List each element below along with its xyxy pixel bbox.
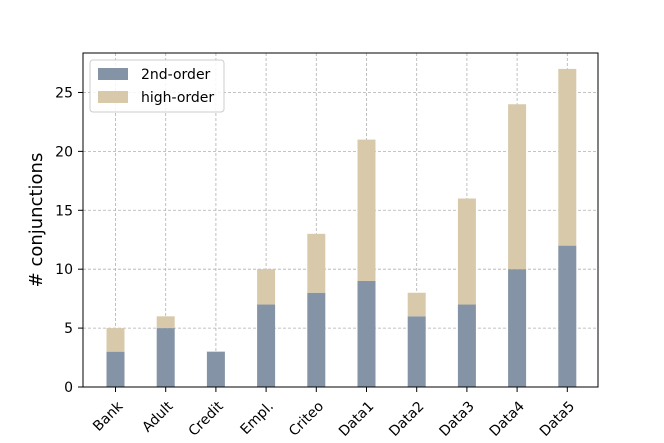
legend-label: high-order <box>141 90 214 106</box>
y-tick-label: 5 <box>64 321 73 337</box>
x-tick-label: Empl. <box>238 399 277 438</box>
x-tick-label: Data5 <box>537 399 578 440</box>
bar-second-order-data5 <box>558 245 577 387</box>
plot-frame <box>82 52 599 388</box>
x-tick-label: Data4 <box>487 398 528 439</box>
bar-high-order-data5 <box>558 68 577 246</box>
bar-high-order-data1 <box>357 139 376 281</box>
bar-high-order-criteo <box>307 233 326 293</box>
x-tick-label: Data3 <box>436 399 477 440</box>
legend-swatch <box>98 68 128 80</box>
legend: 2nd-order high-order <box>89 59 225 113</box>
y-tick-label: 20 <box>55 144 73 160</box>
legend-label: 2nd-order <box>141 67 211 83</box>
bar-high-order-data2 <box>407 292 426 317</box>
x-tick-label: Bank <box>90 398 127 435</box>
x-tick-label: Adult <box>139 398 176 435</box>
y-axis-ticks: 0 5 10 15 20 25 <box>55 85 83 396</box>
bar-second-order-adult <box>156 328 175 387</box>
y-tick-label: 10 <box>55 262 73 278</box>
bar-second-order-data4 <box>508 269 527 387</box>
bar-second-order-data2 <box>407 316 426 387</box>
bar-high-order-adult <box>156 316 175 329</box>
bar-second-order-data1 <box>357 280 376 387</box>
x-axis-ticks: Bank Adult Credit Empl. Criteo Data1 Data2 Data… <box>90 387 578 440</box>
bar-second-order-credit <box>206 351 225 387</box>
bar-high-order-bank <box>106 328 125 352</box>
x-tick-label: Data1 <box>336 399 377 440</box>
bar-high-order-data3 <box>457 198 476 305</box>
legend-swatch <box>98 91 128 103</box>
bar-second-order-data3 <box>457 304 476 387</box>
bar-second-order-empl <box>257 304 276 387</box>
y-tick-label: 25 <box>55 85 73 101</box>
bars <box>106 68 577 387</box>
x-tick-label: Criteo <box>286 399 327 440</box>
bar-high-order-data4 <box>508 104 527 270</box>
bar-second-order-bank <box>106 351 125 387</box>
x-tick-label: Data2 <box>386 399 427 440</box>
y-tick-label: 15 <box>55 203 73 219</box>
x-tick-label: Credit <box>186 398 227 439</box>
bar-high-order-empl <box>257 269 276 305</box>
y-axis-label: # conjunctions <box>26 153 47 288</box>
y-tick-label: 0 <box>64 380 73 396</box>
bar-second-order-criteo <box>307 292 326 387</box>
